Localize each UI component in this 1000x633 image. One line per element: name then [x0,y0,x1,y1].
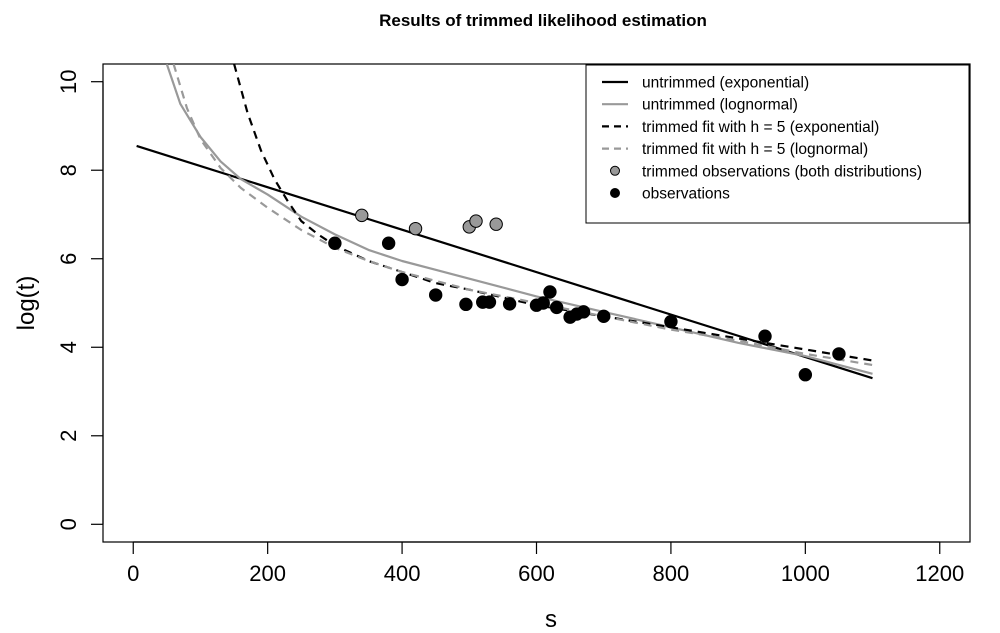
point-observations [576,305,591,319]
x-tick-label: 0 [127,561,139,586]
legend-label: trimmed observations (both distributions… [642,163,922,180]
legend-box [585,64,970,224]
point-trimmed-observations-both-distributions [469,214,483,228]
x-axis-label: s [545,606,557,633]
legend-label: trimmed fit with h = 5 (exponential) [642,119,879,136]
point-observations [664,314,678,329]
point-observations [549,300,564,315]
series-line-untrimmed-lognormal [165,64,873,375]
x-tick-label: 600 [518,561,555,586]
legend-label: untrimmed (lognormal) [642,97,798,114]
series-line-trimmed-fit-with-h-5-lognormal [172,64,873,367]
point-observations [428,288,443,302]
point-observations [502,297,517,311]
y-tick-label: 10 [56,69,81,93]
y-tick-label: 4 [56,341,81,353]
y-tick-label: 6 [56,253,81,265]
x-tick-label: 1200 [915,561,964,586]
series-lines [136,64,873,380]
y-tick-label: 0 [56,518,81,530]
legend-label: trimmed fit with h = 5 (lognormal) [642,141,868,158]
y-axis: 0 2 4 6 8 10 [56,69,104,530]
series-points [328,208,846,382]
point-observations [543,285,557,299]
x-tick-label: 1000 [781,561,830,586]
y-axis-label: log(t) [13,276,40,331]
point-observations [832,347,846,361]
x-tick-label: 800 [653,561,690,586]
legend-swatch [610,188,620,198]
point-observations [536,296,550,310]
y-tick-label: 2 [56,430,81,442]
legend-label: observations [642,186,730,203]
x-axis: 0 200 400 600 800 1000 1200 [127,541,964,586]
point-observations [758,329,772,343]
x-tick-label: 200 [249,561,286,586]
x-tick-label: 400 [384,561,421,586]
legend-swatch [610,165,620,176]
y-tick-label: 8 [56,164,81,176]
point-trimmed-observations-both-distributions [489,217,503,231]
legend-label: untrimmed (exponential) [642,75,809,92]
point-observations [482,295,497,309]
point-observations [395,272,409,287]
point-observations [328,236,342,250]
point-observations [459,297,473,312]
series-line-untrimmed-exponential [136,144,873,380]
legend: untrimmed (exponential) untrimmed (lognor… [585,64,970,224]
chart-title: Results of trimmed likelihood estimation [379,11,707,30]
point-observations [798,368,813,382]
point-trimmed-observations-both-distributions [408,221,423,236]
point-observations [381,236,396,250]
point-trimmed-observations-both-distributions [355,208,369,223]
point-observations [597,309,611,323]
